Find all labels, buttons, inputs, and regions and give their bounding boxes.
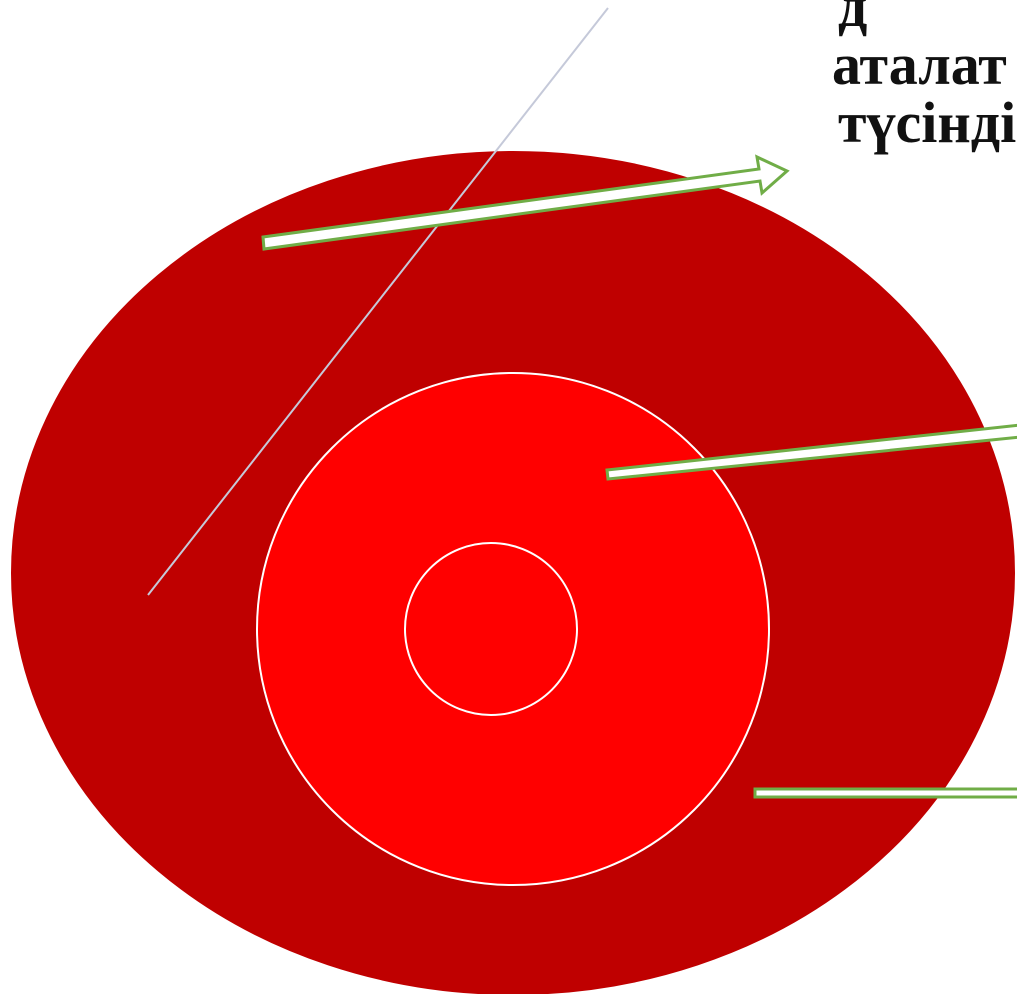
caption-line-2: аталат [832,36,1016,94]
arrow-outer-ring [755,789,1017,797]
caption-line-1: д [838,0,1016,36]
inner-circle [405,543,577,715]
caption-text: д аталат түсінді [838,0,1016,152]
arrow-outer-ring-shape [755,789,1017,797]
caption-line-3: түсінді [838,94,1016,152]
